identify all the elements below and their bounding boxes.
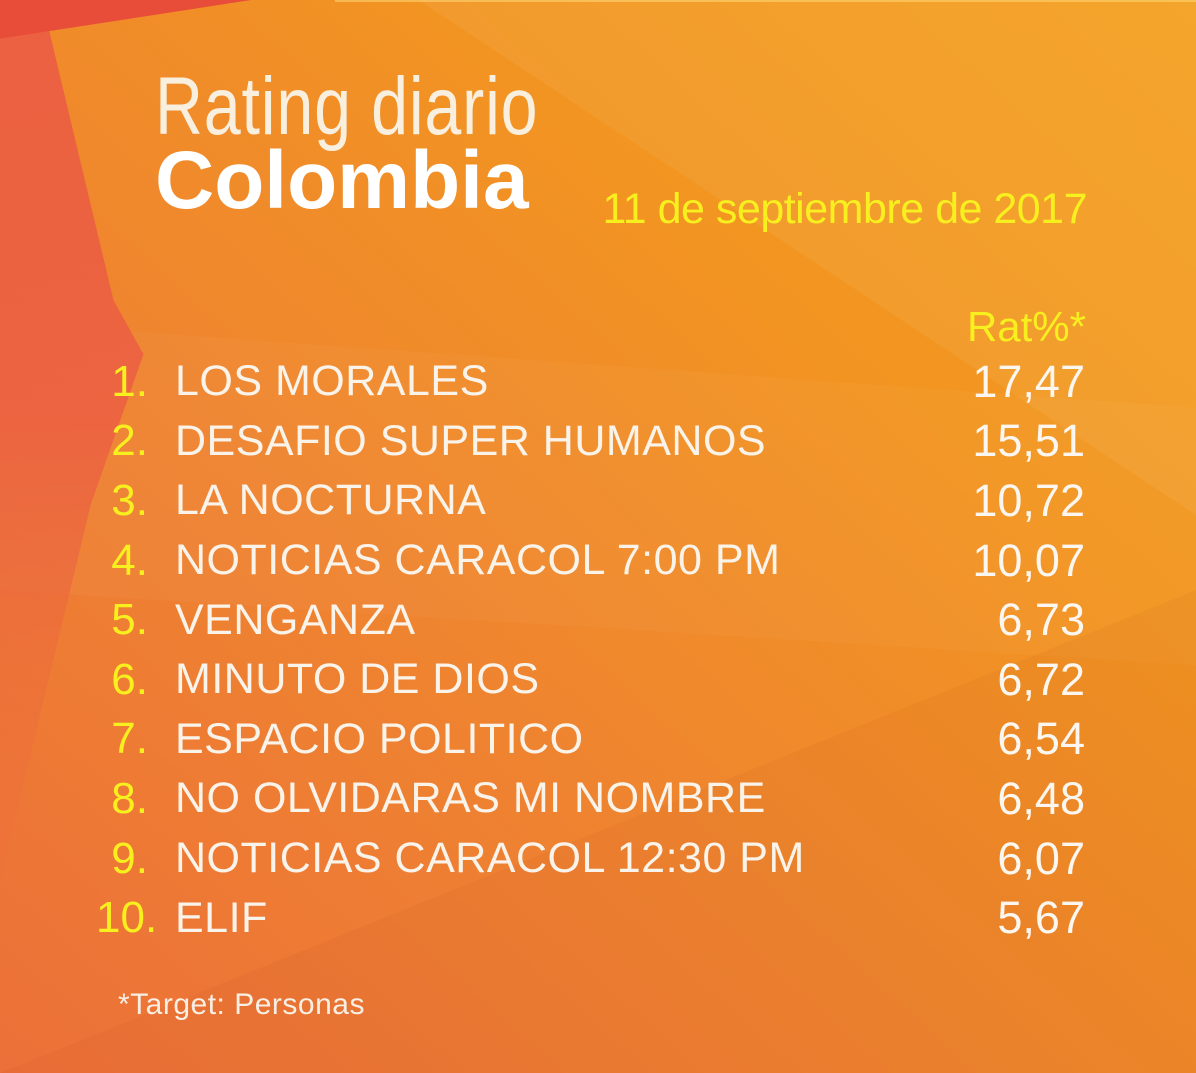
row-program-name: NOTICIAS CARACOL 12:30 PM xyxy=(175,834,805,883)
row-rating-value: 6,54 xyxy=(997,713,1085,765)
table-row: 10. ELIF 5,67 xyxy=(96,888,1085,948)
table-row: 6. MINUTO DE DIOS 6,72 xyxy=(96,650,1085,710)
row-program-name: NO OLVIDARAS MI NOMBRE xyxy=(175,774,766,823)
row-rank: 3. xyxy=(111,475,148,525)
row-rating-value: 10,72 xyxy=(972,474,1085,526)
row-rank: 10. xyxy=(96,893,158,943)
row-program-name: LOS MORALES xyxy=(175,357,489,406)
rating-column-header: Rat%* xyxy=(966,303,1086,350)
table-row: 4. NOTICIAS CARACOL 7:00 PM 10,07 xyxy=(96,531,1085,591)
table-row: 3. LA NOCTURNA 10,72 xyxy=(96,471,1085,531)
table-row: 5. VENGANZA 6,73 xyxy=(96,590,1085,650)
table-row: 7. ESPACIO POLITICO 6,54 xyxy=(96,710,1085,770)
row-rating-value: 10,07 xyxy=(972,534,1085,586)
row-rating-value: 6,48 xyxy=(997,772,1085,824)
row-rating-value: 6,72 xyxy=(997,653,1085,705)
page-title-line1: Rating diario xyxy=(155,61,539,152)
row-program-name: MINUTO DE DIOS xyxy=(175,655,540,704)
table-row: 2. DESAFIO SUPER HUMANOS 15,51 xyxy=(96,412,1085,472)
row-rating-value: 6,07 xyxy=(997,832,1085,884)
row-program-name: DESAFIO SUPER HUMANOS xyxy=(175,416,767,465)
ranking-table: 1. LOS MORALES 17,47 2. DESAFIO SUPER HU… xyxy=(96,352,1085,948)
row-rank: 4. xyxy=(111,535,148,585)
row-rating-value: 17,47 xyxy=(972,355,1085,407)
row-program-name: NOTICIAS CARACOL 7:00 PM xyxy=(175,536,781,585)
date-label: 11 de septiembre de 2017 xyxy=(602,185,1088,233)
row-rank: 8. xyxy=(111,773,148,823)
row-rank: 7. xyxy=(111,714,148,764)
top-highlight-line xyxy=(334,0,1196,2)
table-row: 9. NOTICIAS CARACOL 12:30 PM 6,07 xyxy=(96,829,1085,889)
row-program-name: VENGANZA xyxy=(175,595,416,644)
row-rank: 1. xyxy=(111,356,148,406)
page-title-line2: Colombia xyxy=(155,135,529,226)
row-program-name: LA NOCTURNA xyxy=(175,476,487,525)
row-rating-value: 15,51 xyxy=(972,415,1085,467)
row-program-name: ELIF xyxy=(175,893,268,942)
table-row: 8. NO OLVIDARAS MI NOMBRE 6,48 xyxy=(96,769,1085,829)
row-rank: 9. xyxy=(111,833,148,883)
row-rank: 5. xyxy=(111,595,148,645)
row-rating-value: 6,73 xyxy=(997,594,1085,646)
row-rating-value: 5,67 xyxy=(997,892,1085,944)
row-rank: 2. xyxy=(111,416,148,466)
table-row: 1. LOS MORALES 17,47 xyxy=(96,352,1085,412)
target-footnote: *Target: Personas xyxy=(118,988,365,1021)
row-program-name: ESPACIO POLITICO xyxy=(175,714,584,763)
row-rank: 6. xyxy=(111,654,148,704)
